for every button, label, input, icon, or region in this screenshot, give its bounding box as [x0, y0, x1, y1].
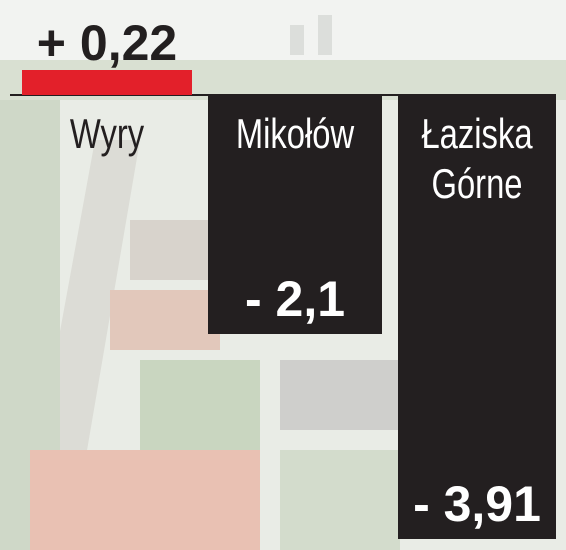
bar — [22, 70, 192, 95]
category-label: Wyry — [33, 109, 181, 159]
value-label: + 0,22 — [22, 18, 192, 68]
category-label: Mikołów — [219, 109, 370, 159]
value-label: - 3,91 — [398, 479, 556, 529]
chart: Wyry + 0,22 Mikołów - 2,1 Łaziska Górne - 3,9… — [0, 0, 566, 550]
category-label: Łaziska Górne — [408, 109, 547, 209]
value-label: - 2,1 — [208, 274, 382, 324]
page: Wyry + 0,22 Mikołów - 2,1 Łaziska Górne - 3,9… — [0, 0, 566, 550]
